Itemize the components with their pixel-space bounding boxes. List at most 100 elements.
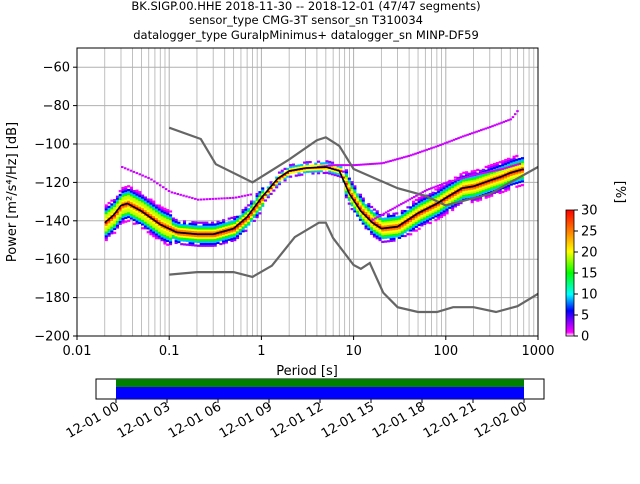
heatmap-cell bbox=[169, 233, 172, 235]
heatmap-cell bbox=[172, 235, 175, 237]
heatmap-cell bbox=[165, 188, 168, 190]
heatmap-cell bbox=[455, 138, 458, 140]
heatmap-cell bbox=[381, 220, 384, 222]
heatmap-cell bbox=[367, 215, 370, 217]
heatmap-cell bbox=[135, 193, 138, 195]
heatmap-cell bbox=[435, 186, 438, 188]
heatmap-cell bbox=[186, 240, 189, 242]
heatmap-cell bbox=[346, 164, 349, 166]
heatmap-cell bbox=[443, 189, 446, 191]
heatmap-cell bbox=[200, 245, 203, 247]
heatmap-cell bbox=[236, 231, 239, 233]
heatmap-cell bbox=[174, 192, 177, 194]
heatmap-cell bbox=[163, 215, 166, 217]
heatmap-cell bbox=[493, 182, 496, 184]
heatmap-cell bbox=[415, 216, 418, 218]
heatmap-cell bbox=[149, 204, 152, 206]
heatmap-cell bbox=[360, 164, 363, 166]
heatmap-cell bbox=[119, 213, 122, 215]
heatmap-cell bbox=[376, 222, 379, 224]
heatmap-cell bbox=[457, 198, 460, 200]
heatmap-cell bbox=[392, 218, 395, 220]
heatmap-cell bbox=[448, 191, 451, 193]
heatmap-cell bbox=[413, 196, 416, 198]
heatmap-cell bbox=[256, 195, 259, 197]
heatmap-cell bbox=[177, 229, 180, 231]
heatmap-cell bbox=[387, 161, 390, 163]
heatmap-cell bbox=[468, 178, 471, 180]
heatmap-cell bbox=[423, 200, 426, 202]
heatmap-cell bbox=[230, 240, 233, 242]
heatmap-cell bbox=[373, 214, 376, 216]
heatmap-cell bbox=[258, 195, 261, 197]
heatmap-cell bbox=[233, 220, 236, 222]
heatmap-cell bbox=[443, 195, 446, 197]
heatmap-cell bbox=[510, 165, 512, 167]
x-tick-label: 1000 bbox=[521, 344, 554, 359]
heatmap-cell bbox=[133, 213, 136, 215]
colorbar-tick-label: 20 bbox=[581, 246, 598, 261]
heatmap-cell bbox=[200, 237, 203, 239]
heatmap-cell bbox=[161, 208, 164, 210]
heatmap-cell bbox=[152, 216, 155, 218]
heatmap-cell bbox=[403, 156, 406, 158]
heatmap-cell bbox=[489, 126, 492, 128]
heatmap-cell bbox=[479, 189, 482, 191]
heatmap-cell bbox=[205, 245, 208, 247]
heatmap-cell bbox=[152, 222, 155, 224]
heatmap-cell bbox=[446, 201, 449, 203]
heatmap-cell bbox=[499, 161, 502, 163]
heatmap-cell bbox=[432, 196, 435, 198]
heatmap-cell bbox=[244, 226, 247, 228]
heatmap-cell bbox=[191, 225, 194, 227]
heatmap-cell bbox=[124, 190, 127, 192]
heatmap-cell bbox=[435, 146, 438, 148]
heatmap-cell bbox=[476, 178, 479, 180]
heatmap-cell bbox=[180, 235, 183, 237]
heatmap-cell bbox=[376, 231, 379, 233]
heatmap-cell bbox=[370, 214, 373, 216]
heatmap-cell bbox=[400, 203, 403, 205]
heatmap-cell bbox=[205, 235, 208, 237]
heatmap-cell bbox=[440, 195, 443, 197]
heatmap-cell bbox=[479, 177, 482, 179]
heatmap-cell bbox=[133, 194, 136, 196]
heatmap-cell bbox=[161, 220, 164, 222]
heatmap-cell bbox=[501, 162, 504, 164]
heatmap-cell bbox=[222, 240, 225, 242]
heatmap-cell bbox=[169, 241, 172, 243]
heatmap-cell bbox=[491, 125, 494, 127]
heatmap-cell bbox=[244, 207, 247, 209]
heatmap-cell bbox=[180, 230, 183, 232]
heatmap-cell bbox=[135, 190, 138, 192]
heatmap-cell bbox=[406, 200, 409, 202]
heatmap-cell bbox=[370, 210, 373, 212]
heatmap-cell bbox=[144, 206, 147, 208]
heatmap-cell bbox=[110, 226, 113, 228]
heatmap-cell bbox=[147, 221, 150, 223]
heatmap-cell bbox=[119, 202, 122, 204]
heatmap-cell bbox=[191, 223, 194, 225]
heatmap-cell bbox=[239, 229, 242, 231]
heatmap-cell bbox=[127, 212, 130, 214]
heatmap-cell bbox=[493, 180, 496, 182]
heatmap-cell bbox=[169, 239, 172, 241]
heatmap-cell bbox=[138, 212, 141, 214]
heatmap-cell bbox=[141, 216, 144, 218]
heatmap-cell bbox=[429, 212, 432, 214]
heatmap-cell bbox=[127, 208, 130, 210]
heatmap-cell bbox=[169, 237, 172, 239]
heatmap-cell bbox=[166, 240, 169, 242]
heatmap-cell bbox=[161, 218, 164, 220]
heatmap-cell bbox=[348, 199, 351, 201]
heatmap-cell bbox=[191, 197, 194, 199]
heatmap-cell bbox=[429, 214, 432, 216]
heatmap-cell bbox=[270, 189, 273, 191]
heatmap-cell bbox=[242, 209, 245, 211]
heatmap-cell bbox=[493, 165, 496, 167]
heatmap-cell bbox=[105, 224, 108, 226]
heatmap-cell bbox=[376, 210, 379, 212]
heatmap-cell bbox=[390, 234, 393, 236]
heatmap-cell bbox=[485, 174, 488, 176]
heatmap-cell bbox=[152, 206, 155, 208]
